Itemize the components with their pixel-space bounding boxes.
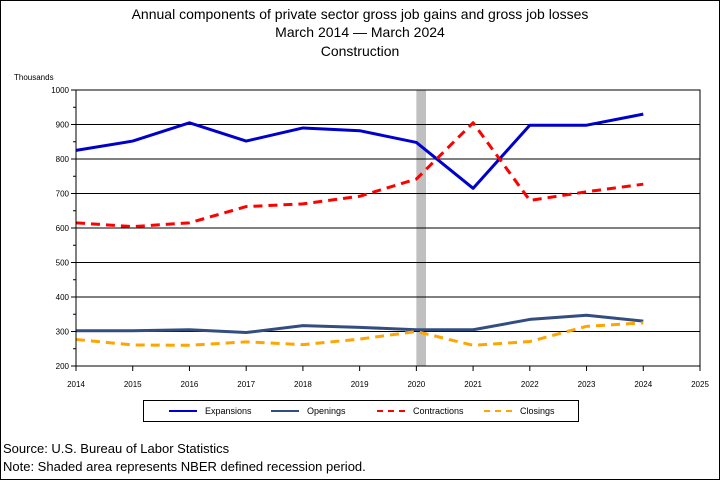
legend-label-openings: Openings [307,406,346,416]
x-tick-label: 2018 [294,380,312,389]
x-tick-label: 2017 [237,380,255,389]
legend-swatch-contractions [377,410,405,412]
legend-item-openings: Openings [271,401,346,421]
plot-area-border [75,89,701,367]
series-line-expansions [75,112,644,190]
y-tick-label: 400 [56,293,70,302]
legend-swatch-closings [484,410,512,412]
x-tick-label: 2023 [578,380,596,389]
x-tick-label: 2024 [634,380,652,389]
series-line-openings [76,313,644,335]
x-tick-label: 2015 [124,380,142,389]
chart-title: Annual components of private sector gros… [131,6,589,22]
series-line-closings [75,321,644,347]
legend-label-contractions: Contractions [413,406,464,416]
legend-item-expansions: Expansions [169,401,252,421]
legend-item-contractions: Contractions [377,401,464,421]
y-tick-label: 800 [56,155,70,164]
x-tick-label: 2016 [181,380,199,389]
y-tick-label: 900 [56,121,70,130]
y-tick-label: 600 [56,224,70,233]
y-tick-label: 200 [56,362,70,371]
chart-subtitle-period: March 2014 — March 2024 [275,24,445,40]
source-note: Source: U.S. Bureau of Labor Statistics [3,441,230,456]
legend-swatch-openings [271,410,299,412]
y-tick-label: 300 [56,328,70,337]
legend-item-closings: Closings [484,401,555,421]
chart-subtitle-industry: Construction [320,43,400,59]
x-tick-label: 2021 [464,380,482,389]
recession-note: Note: Shaded area represents NBER define… [3,459,366,474]
series-line-contractions [75,121,644,229]
legend: Expansions Openings Contractions Closing… [143,400,579,422]
legend-label-expansions: Expansions [205,406,252,416]
x-tick-label: 2022 [521,380,539,389]
x-tick-label: 2014 [67,380,85,389]
x-tick-label: 2019 [351,380,369,389]
legend-label-closings: Closings [520,406,555,416]
legend-swatch-expansions [169,410,197,412]
y-tick-label: 1000 [51,86,69,95]
y-tick-label: 700 [56,190,70,199]
y-tick-label: 500 [56,259,70,268]
x-tick-label: 2025 [691,380,709,389]
y-axis-label: Thousands [14,73,54,82]
x-tick-label: 2020 [407,380,425,389]
